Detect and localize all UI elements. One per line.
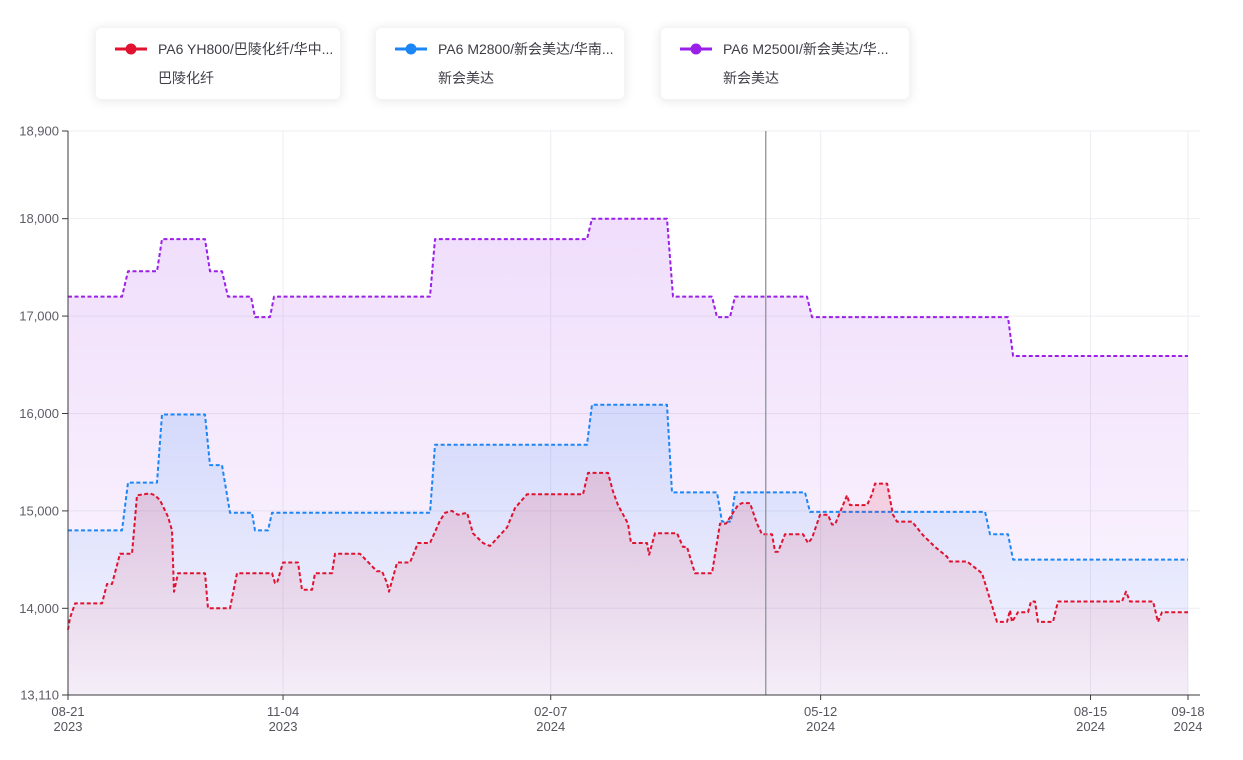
svg-text:14,000: 14,000 bbox=[19, 601, 59, 616]
purple-line-dot-icon bbox=[680, 43, 712, 55]
svg-text:02-07: 02-07 bbox=[534, 704, 567, 719]
series-巴陵化纤 bbox=[67, 471, 1188, 695]
svg-text:11-04: 11-04 bbox=[267, 704, 299, 719]
red-line-dot-icon bbox=[115, 43, 147, 55]
legend-sublabel: 新会美达 bbox=[723, 70, 779, 86]
blue-line-dot-icon bbox=[395, 43, 427, 55]
svg-text:2024: 2024 bbox=[806, 719, 835, 734]
svg-text:15,000: 15,000 bbox=[19, 503, 59, 518]
legend-label: PA6 M2500I/新会美达/华... bbox=[723, 41, 889, 57]
svg-text:2023: 2023 bbox=[269, 719, 298, 734]
svg-text:2024: 2024 bbox=[1174, 719, 1203, 734]
svg-text:17,000: 17,000 bbox=[19, 309, 59, 324]
svg-text:16,000: 16,000 bbox=[19, 406, 59, 421]
svg-text:05-12: 05-12 bbox=[804, 704, 837, 719]
x-axis-labels: 08-21202311-04202302-07202405-12202408-1… bbox=[51, 695, 1205, 734]
legend-item-pa6-m2500i[interactable]: PA6 M2500I/新会美达/华... 新会美达 bbox=[660, 27, 910, 100]
legend-label: PA6 M2800/新会美达/华南... bbox=[438, 41, 614, 57]
legend-item-pa6-yh800[interactable]: PA6 YH800/巴陵化纤/华中... 巴陵化纤 bbox=[95, 27, 341, 100]
svg-text:13,110: 13,110 bbox=[20, 688, 59, 703]
svg-text:2023: 2023 bbox=[54, 719, 83, 734]
svg-text:18,000: 18,000 bbox=[19, 211, 59, 226]
svg-text:18,900: 18,900 bbox=[19, 124, 59, 139]
svg-text:08-15: 08-15 bbox=[1074, 704, 1107, 719]
legend-item-pa6-m2800[interactable]: PA6 M2800/新会美达/华南... 新会美达 bbox=[375, 27, 625, 100]
svg-text:2024: 2024 bbox=[1076, 719, 1105, 734]
legend-sublabel: 新会美达 bbox=[438, 70, 494, 86]
svg-text:2024: 2024 bbox=[536, 719, 565, 734]
legend-label: PA6 YH800/巴陵化纤/华中... bbox=[158, 41, 334, 57]
legend-sublabel: 巴陵化纤 bbox=[158, 70, 214, 86]
svg-text:09-18: 09-18 bbox=[1171, 704, 1204, 719]
svg-text:08-21: 08-21 bbox=[51, 704, 84, 719]
y-axis-labels: 13,110 14,000 15,000 16,000 17,000 18,000 18,9… bbox=[19, 124, 68, 703]
